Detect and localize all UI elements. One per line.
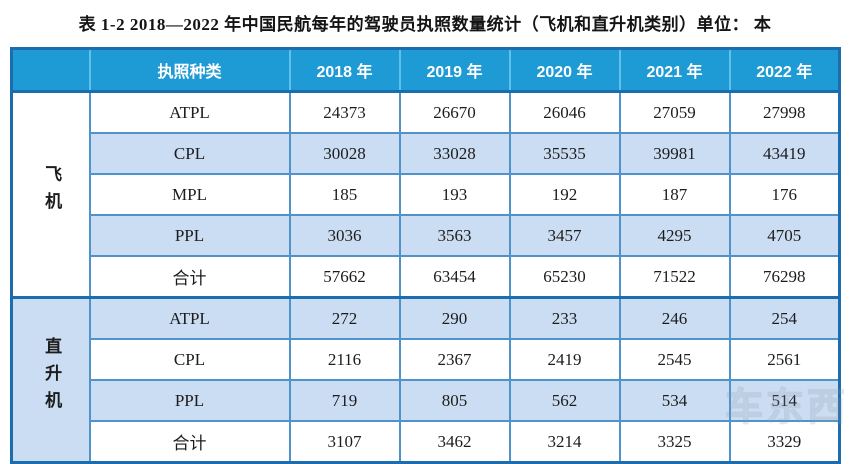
value-cell: 3036	[288, 214, 401, 257]
header-cell-year-2018: 2018 年	[288, 48, 400, 92]
value-cell: 187	[618, 173, 731, 216]
license-cell: PPL	[88, 379, 291, 422]
value-cell: 514	[728, 379, 841, 422]
table-row-helicopter-atpl: 直升机 ATPL 272 290 233 246 254	[10, 296, 841, 464]
table-row-helicopter-cpl: CPL 2116 2367 2419 2545 2561	[12, 338, 841, 381]
table-row-airplane-atpl: 飞机 ATPL 24373 26670 26046 27059 27998	[10, 90, 841, 299]
value-cell: 2545	[618, 338, 731, 381]
header-cell-year-2021: 2021 年	[618, 48, 730, 92]
value-cell: 76298	[728, 255, 841, 299]
header-cell-license-type: 执照种类	[88, 48, 290, 92]
table-row-airplane-ppl: PPL 3036 3563 3457 4295 4705	[12, 214, 841, 257]
value-cell: 185	[288, 173, 401, 216]
value-cell: 2419	[508, 338, 621, 381]
license-cell: PPL	[88, 214, 291, 257]
header-cell-blank	[11, 48, 90, 92]
value-cell: 805	[398, 379, 511, 422]
category-label-helicopter: 直升机	[42, 337, 62, 418]
license-cell: CPL	[88, 338, 291, 381]
value-cell: 290	[398, 296, 511, 340]
table-row-airplane-mpl: MPL 185 193 192 187 176	[12, 173, 841, 216]
table-caption: 表 1-2 2018—2022 年中国民航每年的驾驶员执照数量统计（飞机和直升机…	[78, 15, 772, 34]
value-cell: 63454	[398, 255, 511, 299]
value-cell: 57662	[288, 255, 401, 299]
value-cell: 3563	[398, 214, 511, 257]
license-cell: ATPL	[88, 296, 291, 340]
table-row-helicopter-total: 合计 3107 3462 3214 3325 3329	[12, 420, 841, 464]
license-cell: 合计	[88, 255, 291, 299]
value-cell: 33028	[398, 132, 511, 175]
value-cell: 192	[508, 173, 621, 216]
value-cell: 26046	[508, 90, 621, 134]
table-row-airplane-cpl: CPL 30028 33028 35535 39981 43419	[12, 132, 841, 175]
table-row-helicopter-ppl: PPL 719 805 562 534 514	[12, 379, 841, 422]
value-cell: 176	[728, 173, 841, 216]
value-cell: 4705	[728, 214, 841, 257]
value-cell: 27998	[728, 90, 841, 134]
header-cell-year-2019: 2019 年	[398, 48, 510, 92]
license-cell: MPL	[88, 173, 291, 216]
value-cell: 2561	[728, 338, 841, 381]
value-cell: 534	[618, 379, 731, 422]
license-cell: 合计	[88, 420, 291, 464]
value-cell: 27059	[618, 90, 731, 134]
header-cell-year-2020: 2020 年	[508, 48, 620, 92]
value-cell: 193	[398, 173, 511, 216]
value-cell: 254	[728, 296, 841, 340]
table-row-airplane-total: 合计 57662 63454 65230 71522 76298	[12, 255, 841, 299]
license-statistics-table: 执照种类 2018 年 2019 年 2020 年 2021 年 2022 年 …	[10, 47, 841, 464]
license-cell: ATPL	[88, 90, 291, 134]
value-cell: 3214	[508, 420, 621, 464]
value-cell: 3462	[398, 420, 511, 464]
value-cell: 562	[508, 379, 621, 422]
value-cell: 65230	[508, 255, 621, 299]
value-cell: 71522	[618, 255, 731, 299]
value-cell: 272	[288, 296, 401, 340]
header-row: 执照种类 2018 年 2019 年 2020 年 2021 年 2022 年	[11, 48, 840, 92]
license-cell: CPL	[88, 132, 291, 175]
category-label-airplane: 飞机	[42, 165, 62, 219]
category-cell-airplane: 飞机	[10, 90, 91, 299]
value-cell: 233	[508, 296, 621, 340]
value-cell: 3325	[618, 420, 731, 464]
value-cell: 35535	[508, 132, 621, 175]
value-cell: 3329	[728, 420, 841, 464]
value-cell: 3107	[288, 420, 401, 464]
value-cell: 26670	[398, 90, 511, 134]
category-cell-helicopter: 直升机	[10, 296, 91, 464]
value-cell: 3457	[508, 214, 621, 257]
value-cell: 2367	[398, 338, 511, 381]
value-cell: 719	[288, 379, 401, 422]
value-cell: 246	[618, 296, 731, 340]
value-cell: 2116	[288, 338, 401, 381]
header-cell-year-2022: 2022 年	[728, 48, 840, 92]
value-cell: 39981	[618, 132, 731, 175]
value-cell: 4295	[618, 214, 731, 257]
value-cell: 43419	[728, 132, 841, 175]
value-cell: 24373	[288, 90, 401, 134]
value-cell: 30028	[288, 132, 401, 175]
